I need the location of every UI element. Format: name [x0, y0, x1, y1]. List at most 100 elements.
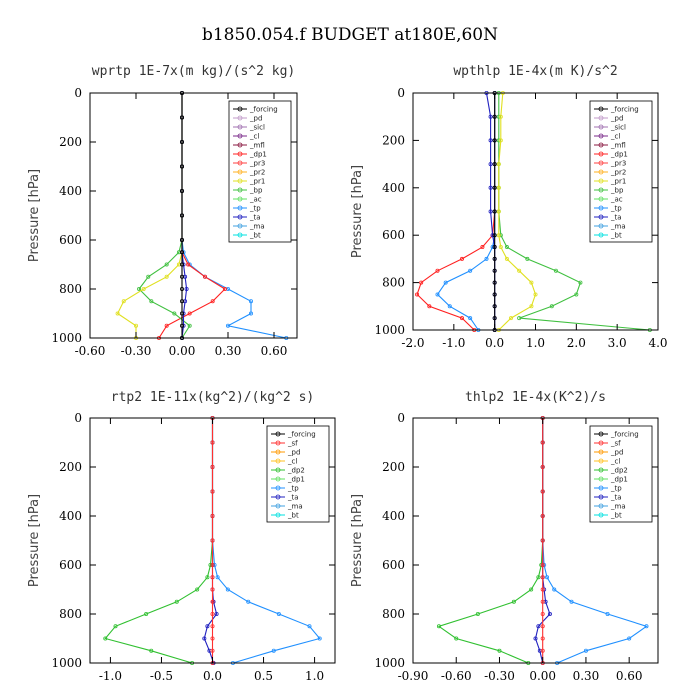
data-point [540, 599, 545, 604]
data-point [141, 286, 146, 291]
legend-marker [598, 160, 604, 166]
y-tick-label: 600 [382, 228, 405, 242]
data-point [210, 587, 215, 592]
data-point [419, 280, 424, 285]
data-point [115, 311, 120, 316]
panel-title: rtp2 1E-11x(kg^2)/(kg^2 s) [111, 390, 315, 405]
legend-label: _dp1 [249, 151, 267, 159]
x-tick-label: 0.60 [261, 344, 288, 358]
x-tick-label: 0.00 [529, 669, 556, 683]
legend-label: _pd [610, 115, 623, 123]
data-point [488, 209, 493, 214]
legend-marker [598, 124, 604, 130]
legend-marker [598, 512, 604, 518]
y-tick-label: 800 [59, 607, 82, 621]
y-tick-label: 0 [397, 411, 405, 425]
data-point [179, 237, 184, 242]
legend-label: _tp [287, 485, 299, 493]
y-tick-label: 1000 [374, 323, 405, 337]
data-point [553, 268, 558, 273]
legend-marker [237, 133, 243, 139]
legend-marker [237, 178, 243, 184]
legend-marker [598, 142, 604, 148]
data-point [484, 256, 489, 261]
data-point [496, 162, 501, 167]
x-tick-label: -0.5 [150, 669, 173, 683]
x-tick-label: 4.0 [648, 336, 667, 350]
legend-marker [237, 196, 243, 202]
legend-label: _pr2 [610, 169, 626, 177]
legend-label: _bt [287, 512, 299, 520]
data-point [498, 245, 503, 250]
legend-marker [598, 449, 604, 455]
y-tick-label: 800 [382, 607, 405, 621]
data-point [468, 316, 473, 321]
data-point [540, 563, 545, 568]
legend-marker [275, 440, 281, 446]
data-point [164, 262, 169, 267]
legend-label: _sicl [249, 124, 265, 132]
legend-label: _forcing [610, 106, 639, 114]
data-point [144, 612, 149, 617]
data-point [179, 250, 184, 255]
legend-marker [237, 124, 243, 130]
data-point [529, 280, 534, 285]
legend-label: _dp2 [287, 467, 305, 475]
legend-label: _ma [610, 503, 626, 511]
legend-marker [598, 494, 604, 500]
panel-title: wpthlp 1E-4x(m K)/s^2 [453, 64, 617, 79]
data-point [179, 286, 184, 291]
data-point [210, 624, 215, 629]
data-point [210, 489, 215, 494]
data-point [443, 280, 448, 285]
x-tick-label: 0.5 [254, 669, 273, 683]
legend-marker [237, 205, 243, 211]
data-point [210, 612, 215, 617]
data-point [184, 286, 189, 291]
data-point [497, 648, 502, 653]
x-tick-label: -0.60 [75, 344, 106, 358]
data-point [552, 587, 557, 592]
data-point [540, 514, 545, 519]
legend-label: _sf [287, 440, 298, 448]
data-point [498, 138, 503, 143]
legend-marker [237, 187, 243, 193]
y-axis-label: Pressure [hPa] [27, 169, 42, 262]
legend-label: _pr3 [249, 160, 265, 168]
data-point [205, 575, 210, 580]
legend-label: _pr1 [610, 178, 626, 186]
data-point [210, 599, 215, 604]
x-tick-label: 0.0 [203, 669, 222, 683]
legend-marker [237, 151, 243, 157]
legend-marker [275, 458, 281, 464]
legend-label: _dp1 [610, 151, 628, 159]
data-point [459, 316, 464, 321]
x-tick-label: 0.30 [215, 344, 242, 358]
y-axis-label: Pressure [hPa] [350, 494, 365, 587]
legend-label: _pr2 [249, 169, 265, 177]
legend-label: _sf [610, 440, 621, 448]
data-point [644, 624, 649, 629]
data-point [533, 636, 538, 641]
data-point [427, 304, 432, 309]
data-point [214, 612, 219, 617]
x-tick-label: -2.0 [401, 336, 424, 350]
legend-label: _tp [249, 205, 261, 213]
data-point [317, 636, 322, 641]
legend-label: _cl [287, 458, 297, 466]
x-tick-label: 0.30 [573, 669, 600, 683]
data-point [210, 636, 215, 641]
data-point [248, 311, 253, 316]
data-point [210, 563, 215, 568]
series-line-ta [485, 92, 496, 330]
data-point [540, 440, 545, 445]
data-point [492, 209, 497, 214]
series-line-dp1 [158, 93, 226, 339]
data-point [468, 268, 473, 273]
x-tick-label: -0.30 [484, 669, 515, 683]
y-tick-label: 600 [59, 233, 82, 247]
plot-frame [89, 92, 298, 339]
legend-label: _ta [610, 494, 622, 502]
y-tick-label: 200 [59, 135, 82, 149]
data-point [210, 514, 215, 519]
